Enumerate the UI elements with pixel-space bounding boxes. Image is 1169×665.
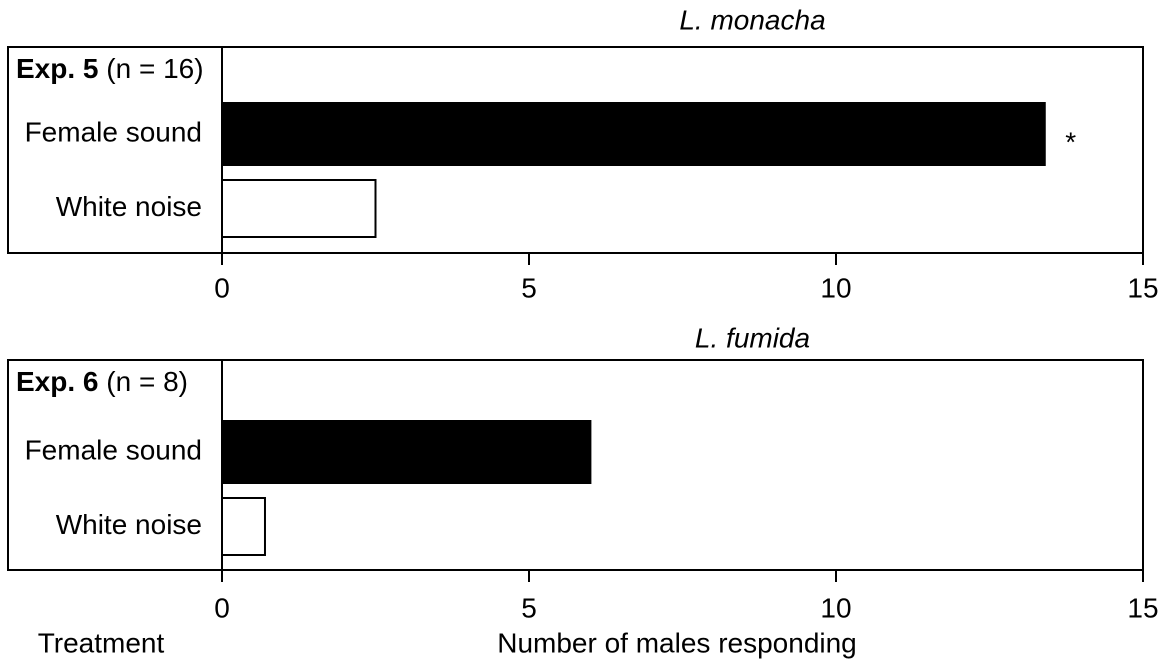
bar [221, 102, 1046, 166]
experiment-label: Exp. 6 (n = 8) [16, 366, 188, 397]
panel-title: L. monacha [679, 4, 825, 35]
x-tick-label: 10 [820, 272, 851, 303]
experiment-n: (n = 8) [106, 366, 188, 397]
category-label: White noise [56, 191, 202, 222]
x-tick-label: 0 [214, 272, 230, 303]
x-tick-label: 15 [1127, 272, 1158, 303]
panel-frame [7, 46, 1144, 254]
x-tick-label: 0 [214, 592, 230, 623]
x-tick-label: 5 [521, 592, 537, 623]
experiment-label: Exp. 5 (n = 16) [16, 53, 204, 84]
experiment-name: Exp. 6 [16, 366, 98, 397]
x-axis-label: Number of males responding [497, 627, 857, 658]
experiment-name: Exp. 5 [16, 53, 98, 84]
panel-title: L. fumida [695, 322, 810, 353]
x-tick-label: 10 [820, 592, 851, 623]
experiment-n: (n = 16) [106, 53, 203, 84]
category-label: Female sound [25, 116, 202, 147]
significance-marker: * [1065, 126, 1076, 157]
bar [221, 179, 377, 238]
x-tick-label: 5 [521, 272, 537, 303]
category-label: Female sound [25, 434, 202, 465]
bar [221, 420, 592, 484]
x-tick-label: 15 [1127, 592, 1158, 623]
bar [221, 497, 266, 556]
y-axis-label: Treatment [38, 627, 165, 658]
panel-frame [7, 359, 1144, 571]
category-label: White noise [56, 509, 202, 540]
